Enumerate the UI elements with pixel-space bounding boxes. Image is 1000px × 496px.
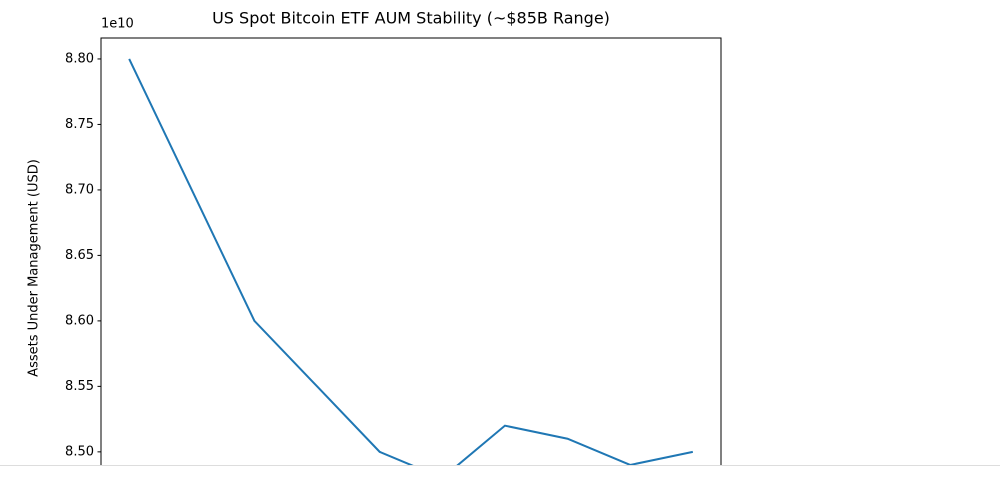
chart-title: US Spot Bitcoin ETF AUM Stability (~$85B… [212,9,610,28]
plot-area [128,58,694,480]
y-tick-label: 8.50 [65,444,94,459]
axes-frame [100,37,722,496]
y-axis: 8.50 8.55 8.60 8.65 8.70 8.75 8.80 [65,51,101,459]
data-line [128,58,694,480]
y-tick-label: 8.55 [65,379,94,394]
y-tick-label: 8.75 [65,117,94,132]
y-tick-label: 8.70 [65,182,94,197]
y-tick-label: 8.60 [65,313,94,328]
y-tick-label: 8.65 [65,248,94,263]
bottom-bar [0,465,1000,496]
y-axis-label: Assets Under Management (USD) [27,159,42,377]
y-offset-label: 1e10 [101,17,134,32]
y-tick-label: 8.80 [65,51,94,66]
